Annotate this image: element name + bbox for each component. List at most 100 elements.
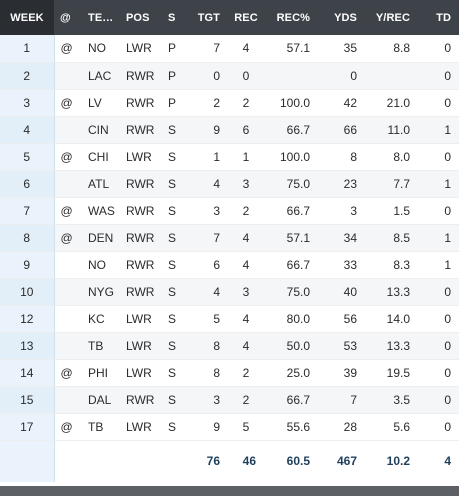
- cell-team: CIN: [82, 116, 120, 144]
- column-header-pos[interactable]: POS: [126, 11, 150, 24]
- cell-y-rec: 8.0: [365, 143, 418, 171]
- cell-td: 0: [418, 278, 459, 306]
- cell-at: [54, 251, 82, 279]
- table-row[interactable]: 14 @ PHI LWR S 8 2 25.0 39 19.5 0: [0, 359, 459, 387]
- column-header-s[interactable]: S: [168, 11, 176, 24]
- column-header-y-rec[interactable]: Y/REC: [375, 11, 410, 24]
- cell-at: @: [54, 197, 82, 225]
- cell-rec: 4: [228, 305, 264, 333]
- cell-y-rec: 19.5: [365, 359, 418, 387]
- table-row[interactable]: 17 @ TB LWR S 9 5 55.6 28 5.6 0: [0, 413, 459, 441]
- cell-week: 17: [0, 413, 55, 441]
- table-row[interactable]: 15 DAL RWR S 3 2 66.7 7 3.5 0: [0, 386, 459, 414]
- cell-y-rec: 13.3: [365, 332, 418, 360]
- cell-pos: RWR: [120, 224, 162, 252]
- cell-week: 8: [0, 224, 55, 252]
- cell-week: 1: [0, 35, 55, 63]
- cell-td: 1: [418, 170, 459, 198]
- cell-week: 12: [0, 305, 55, 333]
- cell-rec-pct: [264, 62, 318, 90]
- cell-week: 7: [0, 197, 55, 225]
- column-header-team[interactable]: TE…: [88, 11, 114, 24]
- cell-week: 15: [0, 386, 55, 414]
- total-td: 4: [418, 439, 459, 482]
- cell-at: [54, 386, 82, 414]
- column-header-rec[interactable]: REC: [234, 11, 258, 24]
- table-row[interactable]: 4 CIN RWR S 9 6 66.7 66 11.0 1: [0, 116, 459, 144]
- cell-y-rec: 11.0: [365, 116, 418, 144]
- table-row[interactable]: 2 LAC RWR P 0 0 0 0: [0, 62, 459, 90]
- cell-td: 0: [418, 35, 459, 63]
- cell-y-rec: 3.5: [365, 386, 418, 414]
- cell-yds: 33: [318, 251, 365, 279]
- table-row[interactable]: 13 TB LWR S 8 4 50.0 53 13.3 0: [0, 332, 459, 360]
- cell-s: S: [162, 143, 190, 171]
- column-header-yds[interactable]: YDS: [334, 11, 357, 24]
- total-y-rec: 10.2: [365, 439, 418, 482]
- totals-pos-cell: [120, 439, 162, 482]
- column-header-at[interactable]: @: [60, 11, 71, 24]
- cell-td: 0: [418, 386, 459, 414]
- cell-tgt: 9: [190, 116, 228, 144]
- table-row[interactable]: 7 @ WAS RWR S 3 2 66.7 3 1.5 0: [0, 197, 459, 225]
- cell-rec-pct: 55.6: [264, 413, 318, 441]
- cell-pos: RWR: [120, 386, 162, 414]
- cell-tgt: 0: [190, 62, 228, 90]
- cell-rec-pct: 57.1: [264, 35, 318, 63]
- cell-at: @: [54, 35, 82, 63]
- cell-pos: LWR: [120, 143, 162, 171]
- cell-rec-pct: 66.7: [264, 197, 318, 225]
- cell-rec-pct: 75.0: [264, 170, 318, 198]
- cell-at: @: [54, 89, 82, 117]
- cell-s: P: [162, 62, 190, 90]
- cell-rec: 6: [228, 116, 264, 144]
- cell-y-rec: 8.5: [365, 224, 418, 252]
- cell-rec-pct: 25.0: [264, 359, 318, 387]
- totals-s-cell: [162, 439, 190, 482]
- cell-team: NYG: [82, 278, 120, 306]
- cell-at: @: [54, 143, 82, 171]
- table-row[interactable]: 6 ATL RWR S 4 3 75.0 23 7.7 1: [0, 170, 459, 198]
- cell-y-rec: 1.5: [365, 197, 418, 225]
- column-header-rec-pct[interactable]: REC%: [276, 11, 310, 24]
- header-row: WEEK @ TE… POS S TGT REC REC% YDS Y/REC …: [0, 0, 459, 35]
- cell-at: @: [54, 224, 82, 252]
- cell-team: TB: [82, 332, 120, 360]
- cell-yds: 53: [318, 332, 365, 360]
- cell-rec: 3: [228, 278, 264, 306]
- cell-rec: 2: [228, 359, 264, 387]
- cell-week: 2: [0, 62, 55, 90]
- cell-pos: RWR: [120, 197, 162, 225]
- table-header: WEEK @ TE… POS S TGT REC REC% YDS Y/REC …: [0, 0, 459, 35]
- table-row[interactable]: 9 NO RWR S 6 4 66.7 33 8.3 1: [0, 251, 459, 279]
- table-row[interactable]: 8 @ DEN RWR S 7 4 57.1 34 8.5 1: [0, 224, 459, 252]
- cell-rec-pct: 100.0: [264, 89, 318, 117]
- total-yds: 467: [318, 439, 365, 482]
- cell-tgt: 7: [190, 224, 228, 252]
- cell-s: P: [162, 89, 190, 117]
- column-header-td[interactable]: TD: [436, 11, 451, 24]
- column-header-week[interactable]: WEEK: [0, 0, 54, 35]
- cell-yds: 39: [318, 359, 365, 387]
- cell-rec-pct: 50.0: [264, 332, 318, 360]
- cell-rec-pct: 66.7: [264, 251, 318, 279]
- cell-yds: 8: [318, 143, 365, 171]
- cell-week: 13: [0, 332, 55, 360]
- cell-rec: 2: [228, 386, 264, 414]
- table-row[interactable]: 1 @ NO LWR P 7 4 57.1 35 8.8 0: [0, 35, 459, 63]
- table-body: 1 @ NO LWR P 7 4 57.1 35 8.8 0 2 LAC RWR P 0 0 0 0 3 @ LV RWR P…: [0, 35, 459, 441]
- cell-team: NO: [82, 35, 120, 63]
- cell-week: 14: [0, 359, 55, 387]
- cell-tgt: 5: [190, 305, 228, 333]
- cell-pos: LWR: [120, 35, 162, 63]
- table-row[interactable]: 5 @ CHI LWR S 1 1 100.0 8 8.0 0: [0, 143, 459, 171]
- table-row[interactable]: 10 NYG RWR S 4 3 75.0 40 13.3 0: [0, 278, 459, 306]
- column-header-tgt[interactable]: TGT: [197, 11, 220, 24]
- table-row[interactable]: 3 @ LV RWR P 2 2 100.0 42 21.0 0: [0, 89, 459, 117]
- cell-td: 0: [418, 413, 459, 441]
- cell-pos: RWR: [120, 170, 162, 198]
- cell-team: NO: [82, 251, 120, 279]
- cell-s: S: [162, 197, 190, 225]
- horizontal-scrollbar[interactable]: [0, 486, 459, 496]
- table-row[interactable]: 12 KC LWR S 5 4 80.0 56 14.0 0: [0, 305, 459, 333]
